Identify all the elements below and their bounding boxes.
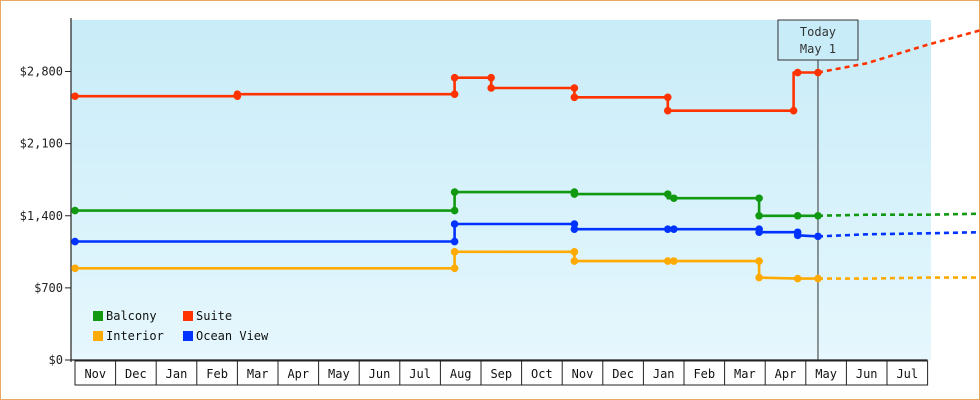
month-label: Dec (612, 367, 634, 381)
data-point-balcony (793, 211, 802, 220)
y-tick-label: $2,100 (20, 137, 63, 151)
month-label: Jul (409, 367, 431, 381)
data-point-ocean-view (663, 225, 672, 233)
month-label: Feb (693, 367, 715, 381)
data-point-interior (793, 274, 802, 283)
plot-background (71, 20, 931, 360)
data-point-balcony (570, 190, 579, 198)
month-label: Jun (369, 367, 391, 381)
data-point-interior (670, 257, 678, 265)
data-point-suite (450, 90, 459, 98)
series-forecast-ocean-view (817, 230, 980, 238)
data-point-interior (663, 257, 672, 265)
data-point-ocean-view (814, 232, 822, 241)
month-label: May (328, 367, 350, 381)
month-label: Nov (572, 367, 594, 381)
month-label: Jan (653, 367, 675, 381)
data-point-balcony (755, 211, 763, 220)
legend-label: Interior (106, 329, 164, 343)
data-point-ocean-view (670, 225, 678, 233)
legend-swatch (183, 311, 193, 321)
data-point-balcony (71, 206, 79, 215)
data-point-balcony (670, 194, 678, 203)
data-point-balcony (755, 194, 763, 203)
data-point-suite (663, 106, 672, 115)
y-tick-label: $0 (49, 353, 63, 367)
month-label: Feb (206, 367, 228, 381)
data-point-suite (789, 106, 798, 115)
data-point-ocean-view (755, 228, 763, 237)
month-axis (74, 360, 929, 386)
month-label: Jun (856, 367, 878, 381)
data-point-ocean-view (570, 225, 579, 233)
month-label: May (815, 367, 837, 381)
data-point-interior (450, 264, 459, 273)
today-label-box (777, 19, 859, 61)
month-label: Dec (125, 367, 147, 381)
y-tick-label: $2,800 (20, 65, 63, 79)
month-label: Aug (450, 367, 472, 381)
legend-label: Balcony (106, 309, 157, 323)
data-point-ocean-view (793, 231, 802, 240)
legend-swatch (183, 331, 193, 341)
series-forecast-suite (817, 29, 980, 74)
month-label: Nov (84, 367, 106, 381)
month-label: Jan (166, 367, 188, 381)
data-point-interior (814, 274, 822, 283)
data-point-interior (570, 257, 579, 265)
data-point-suite (487, 73, 495, 82)
series-forecast-balcony (817, 212, 980, 218)
data-point-balcony (450, 206, 459, 215)
data-point-suite (793, 68, 802, 77)
legend-label: Suite (196, 309, 232, 323)
data-point-interior (570, 248, 579, 256)
series-forecast-interior (818, 276, 980, 280)
data-point-ocean-view (450, 237, 459, 246)
data-point-ocean-view (71, 237, 79, 246)
month-label: Apr (775, 367, 797, 381)
month-label: Mar (734, 367, 756, 381)
month-label: Sep (490, 367, 512, 381)
series-line-suite (75, 71, 818, 112)
data-point-ocean-view (450, 220, 459, 228)
data-point-interior (71, 264, 79, 273)
data-point-interior (755, 257, 763, 265)
data-point-balcony (814, 211, 822, 220)
legend-swatch (93, 311, 103, 321)
legend-label: Ocean View (196, 329, 269, 343)
data-point-suite (233, 90, 242, 98)
month-label: Mar (247, 367, 269, 381)
data-point-balcony (663, 190, 672, 198)
data-point-interior (755, 273, 763, 282)
data-point-suite (814, 68, 822, 77)
data-point-interior (450, 248, 459, 256)
data-point-suite (570, 93, 579, 102)
month-label: Oct (531, 367, 553, 381)
data-point-balcony (450, 188, 459, 196)
legend-swatch (93, 331, 103, 341)
today-date-label: May 1 (800, 42, 836, 56)
today-label: Today (800, 25, 836, 39)
month-label: Apr (287, 367, 309, 381)
y-tick-label: $1,400 (20, 209, 63, 223)
data-point-suite (71, 92, 79, 101)
data-point-suite (570, 84, 579, 92)
data-point-suite (663, 93, 672, 102)
data-point-suite (487, 84, 495, 92)
y-tick-label: $700 (34, 281, 63, 295)
data-point-suite (450, 73, 459, 82)
month-label: Jul (896, 367, 918, 381)
